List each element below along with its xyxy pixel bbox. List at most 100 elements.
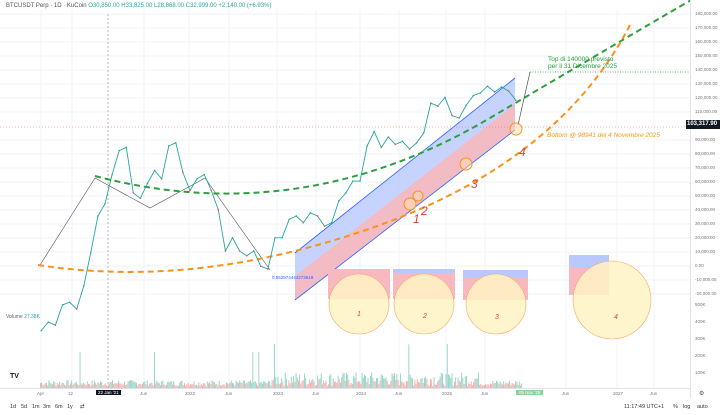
volume-bar xyxy=(452,385,454,388)
price-point xyxy=(401,140,404,143)
volume-bar xyxy=(260,382,262,388)
volume-bar xyxy=(133,381,135,388)
volume-bar xyxy=(462,377,464,388)
volume-bar xyxy=(104,383,106,388)
volume-bar xyxy=(72,384,74,388)
volume-bar xyxy=(448,374,449,388)
bottom-note[interactable]: Bottom @ 98941 del 4 Novembre 2025 xyxy=(547,132,660,139)
volume-bar xyxy=(85,385,87,388)
log-toggle[interactable]: log xyxy=(683,404,691,410)
price-tick: 160,000.00 xyxy=(695,39,718,44)
price-point xyxy=(238,250,241,252)
orange-curve[interactable] xyxy=(37,24,631,273)
volume-bar xyxy=(408,344,410,388)
volume-bar xyxy=(493,383,495,388)
volume-bar xyxy=(253,382,255,388)
time-tick: Jun xyxy=(481,391,489,396)
volume-bar xyxy=(421,378,423,388)
price-chart[interactable] xyxy=(0,0,690,398)
price-point xyxy=(54,324,57,326)
volume-bar xyxy=(215,384,217,388)
percent-toggle[interactable]: % xyxy=(673,404,678,410)
volume-bar xyxy=(77,384,79,388)
price-point xyxy=(40,329,43,332)
channel-top-line[interactable] xyxy=(294,77,516,254)
volume-bar xyxy=(427,384,429,388)
volume-bar xyxy=(198,382,200,388)
volume-bar xyxy=(211,380,213,388)
volume-bar xyxy=(384,378,386,388)
volume-bar xyxy=(494,382,496,388)
volume-bar xyxy=(342,373,344,388)
projection-arrow[interactable] xyxy=(517,71,531,126)
volume-bar xyxy=(83,382,85,388)
range-6m[interactable]: 6m xyxy=(55,404,63,410)
volume-bar xyxy=(64,384,65,388)
price-point xyxy=(146,182,149,185)
time-tick: 2022 xyxy=(185,391,196,396)
volume-bar xyxy=(316,385,317,388)
volume-bar xyxy=(232,382,233,388)
volume-bar xyxy=(391,373,393,388)
price-tick: 180,000.00 xyxy=(695,11,718,16)
auto-toggle[interactable]: auto xyxy=(697,404,708,410)
range-1d[interactable]: 1d xyxy=(10,404,17,410)
volume-bar xyxy=(359,381,361,388)
volume-bar xyxy=(464,376,466,388)
volume-bar xyxy=(463,383,465,388)
volume-bar xyxy=(155,383,157,388)
price-point xyxy=(245,255,248,257)
range-3m[interactable]: 3m xyxy=(43,404,51,410)
volume-bar xyxy=(164,385,166,388)
volume-bar xyxy=(482,385,484,388)
pattern-lines[interactable] xyxy=(39,177,271,271)
price-tick: 40,000.00 xyxy=(695,207,716,212)
volume-bar xyxy=(308,379,310,388)
volume-bar xyxy=(319,378,321,388)
volume-bar xyxy=(344,380,346,388)
volume-tick: 200K xyxy=(695,353,706,358)
volume-bar xyxy=(277,376,279,388)
volume-bar xyxy=(271,380,273,388)
price-point xyxy=(97,215,99,217)
volume-bar xyxy=(229,382,231,388)
volume-bar xyxy=(163,384,165,388)
symbol-title[interactable]: BTCUSDT Perp · 1D · KuCoin xyxy=(6,3,87,9)
volume-bar xyxy=(518,381,520,388)
top-forecast-note[interactable]: Top di 140000 previsto per il 31 Dicembre… xyxy=(548,56,617,70)
price-axis[interactable]: 103,317.90 180,000.00 170,000.00 160,000.0… xyxy=(686,0,720,398)
volume-bar xyxy=(192,384,194,388)
volume-bar xyxy=(379,380,381,388)
volume-bar xyxy=(52,384,53,388)
settings-gear-icon[interactable]: ⚙ xyxy=(699,391,705,397)
volume-bar xyxy=(310,382,311,388)
volume-bar xyxy=(139,383,141,388)
volume-bar xyxy=(233,383,235,388)
volume-bar xyxy=(517,384,519,388)
tradingview-logo[interactable]: TV xyxy=(10,373,19,380)
volume-bar xyxy=(286,378,287,388)
date-range-icon[interactable]: ⇄ xyxy=(80,404,85,410)
range-1m[interactable]: 1m xyxy=(32,404,40,410)
volume-bar xyxy=(190,383,191,388)
volume-bar xyxy=(119,383,121,388)
green-curve[interactable] xyxy=(94,0,690,195)
time-axis[interactable]: 22 Jan '21 05 Nov '25 Apr 12 Jun 2022 Jun 202… xyxy=(0,388,690,398)
volume-bar xyxy=(376,378,377,388)
volume-bar xyxy=(370,376,371,388)
range-1y[interactable]: 1y xyxy=(67,404,73,410)
volume-bar xyxy=(58,384,59,388)
volume-bar xyxy=(158,383,160,388)
volume-bar xyxy=(320,373,322,388)
wave-label-1: 1 xyxy=(413,212,420,226)
volume-bar xyxy=(418,381,419,388)
volume-bar xyxy=(84,384,86,388)
volume-bar xyxy=(461,372,463,388)
current-price-tag: 103,317.90 xyxy=(686,120,720,129)
volume-bar xyxy=(210,383,212,388)
volume-bar xyxy=(426,379,428,388)
price-point xyxy=(415,142,418,144)
range-5d[interactable]: 5d xyxy=(21,404,28,410)
wave-circle-1 xyxy=(403,197,417,211)
inset-3 xyxy=(463,270,528,335)
